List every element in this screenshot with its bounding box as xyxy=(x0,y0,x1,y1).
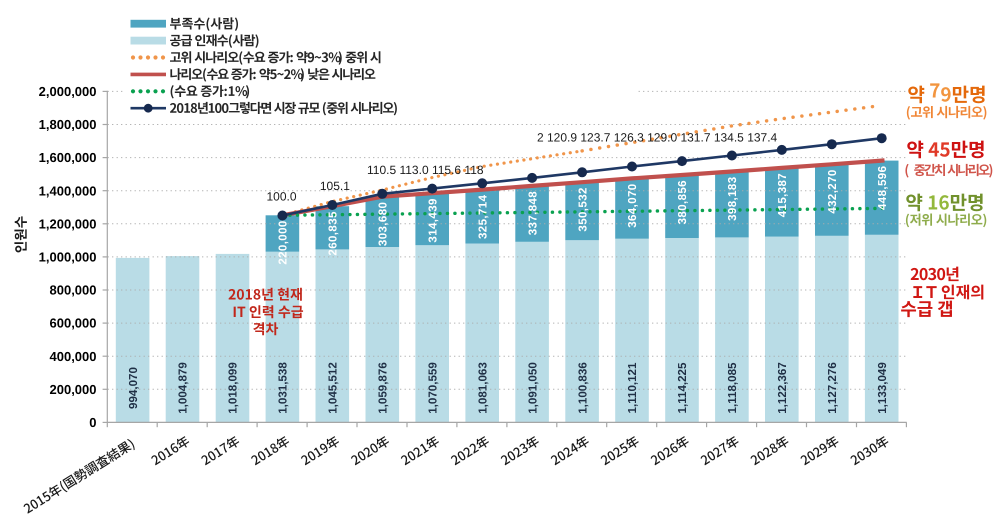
svg-text:110.5 113.0 115.6 118: 110.5 113.0 115.6 118 xyxy=(367,163,484,177)
svg-text:314,439: 314,439 xyxy=(427,198,439,242)
svg-text:1,200,000: 1,200,000 xyxy=(39,216,97,231)
svg-text:448,596: 448,596 xyxy=(877,166,889,210)
svg-text:1,004,879: 1,004,879 xyxy=(177,362,190,414)
svg-text:994,070: 994,070 xyxy=(127,367,140,409)
svg-text:1,031,538: 1,031,538 xyxy=(277,362,290,414)
svg-text:1,000,000: 1,000,000 xyxy=(39,250,97,265)
svg-text:398,183: 398,183 xyxy=(727,177,739,221)
svg-text:1,018,099: 1,018,099 xyxy=(227,362,240,414)
svg-text:0: 0 xyxy=(89,415,96,430)
svg-text:400,000: 400,000 xyxy=(50,349,97,364)
svg-text:1,045,512: 1,045,512 xyxy=(327,362,340,414)
svg-text:600,000: 600,000 xyxy=(50,316,97,331)
svg-text:200,000: 200,000 xyxy=(50,382,97,397)
svg-text:1,122,367: 1,122,367 xyxy=(776,362,789,414)
svg-text:220,000: 220,000 xyxy=(278,220,290,264)
svg-text:1,400,000: 1,400,000 xyxy=(39,183,97,198)
svg-text:1,127,276: 1,127,276 xyxy=(826,362,839,414)
svg-text:1,070,559: 1,070,559 xyxy=(426,362,439,414)
svg-text:337,848: 337,848 xyxy=(527,191,539,236)
svg-text:2,000,000: 2,000,000 xyxy=(39,84,97,99)
svg-text:1,091,050: 1,091,050 xyxy=(526,362,539,414)
svg-text:1,100,836: 1,100,836 xyxy=(576,362,589,414)
svg-text:415,387: 415,387 xyxy=(777,173,789,217)
svg-text:800,000: 800,000 xyxy=(50,283,97,298)
svg-text:1,110,121: 1,110,121 xyxy=(626,362,639,413)
svg-text:364,070: 364,070 xyxy=(627,183,639,227)
svg-text:1,081,063: 1,081,063 xyxy=(476,362,489,414)
svg-text:1,800,000: 1,800,000 xyxy=(39,117,97,132)
svg-text:2 120.9 123.7 126.3 129.0 131.: 2 120.9 123.7 126.3 129.0 131.7 134.5 13… xyxy=(537,130,778,144)
svg-text:1,600,000: 1,600,000 xyxy=(39,150,97,165)
svg-text:380,856: 380,856 xyxy=(677,180,689,224)
svg-text:100.0: 100.0 xyxy=(266,189,296,203)
svg-text:105.1: 105.1 xyxy=(320,179,350,193)
svg-text:1,133,049: 1,133,049 xyxy=(876,362,889,414)
svg-text:260,835: 260,835 xyxy=(328,211,340,256)
svg-text:1,059,876: 1,059,876 xyxy=(377,362,390,414)
svg-text:1,118,085: 1,118,085 xyxy=(726,362,739,413)
svg-text:303,680: 303,680 xyxy=(378,202,390,246)
svg-text:1,114,225: 1,114,225 xyxy=(676,362,689,413)
svg-text:325,714: 325,714 xyxy=(477,194,489,239)
svg-text:350,532: 350,532 xyxy=(577,187,589,231)
svg-text:432,270: 432,270 xyxy=(827,169,839,213)
